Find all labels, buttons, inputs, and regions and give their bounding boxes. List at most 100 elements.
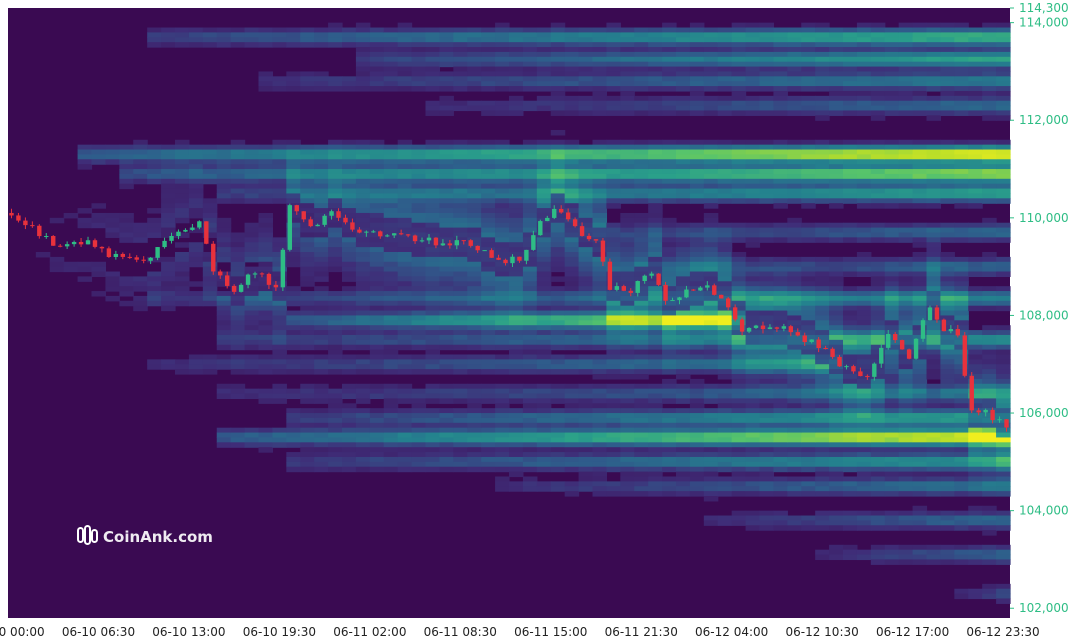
heatmap-cell — [328, 344, 343, 351]
heatmap-cell — [954, 456, 969, 463]
heatmap-cell — [829, 164, 844, 170]
heatmap-cell — [662, 271, 677, 277]
heatmap-cell — [592, 198, 608, 204]
heatmap-cell — [843, 81, 858, 87]
heatmap-cell — [300, 281, 315, 287]
heatmap-cell — [717, 232, 733, 238]
heatmap-cell — [801, 266, 816, 273]
heatmap-cell — [982, 305, 997, 312]
heatmap-cell — [369, 47, 385, 53]
heatmap-cell — [648, 66, 663, 73]
heatmap-cell — [912, 330, 928, 336]
heatmap-cell — [968, 227, 983, 234]
heatmap-cell — [717, 320, 733, 326]
heatmap-cell — [843, 286, 858, 292]
heatmap-layer — [35, 22, 1011, 604]
heatmap-cell — [634, 437, 649, 443]
heatmap-cell — [870, 81, 886, 87]
heatmap-cell — [606, 442, 621, 448]
heatmap-cell — [453, 261, 468, 268]
heatmap-cell — [453, 266, 468, 273]
heatmap-cell — [411, 217, 427, 224]
heatmap-cell — [342, 266, 357, 273]
heatmap-cell — [216, 193, 232, 199]
heatmap-cell — [662, 456, 677, 463]
heatmap-cell — [898, 169, 914, 175]
heatmap-cell — [954, 281, 969, 287]
heatmap-cell — [272, 286, 287, 292]
heatmap-cell — [300, 320, 315, 326]
heatmap-cell — [564, 383, 580, 390]
plot-area[interactable] — [8, 8, 1011, 618]
heatmap-cell — [578, 217, 594, 224]
heatmap-cell — [272, 198, 287, 204]
heatmap-cell — [314, 447, 329, 453]
heatmap-cell — [870, 193, 886, 199]
heatmap-cell — [940, 110, 955, 116]
heatmap-cell — [550, 237, 566, 243]
heatmap-cell — [801, 305, 816, 312]
heatmap-cell — [731, 261, 747, 268]
heatmap-cell — [940, 95, 955, 102]
heatmap-cell — [550, 481, 566, 487]
heatmap-cell — [787, 369, 802, 375]
heatmap-cell — [870, 525, 886, 531]
heatmap-cell — [884, 149, 900, 155]
heatmap-cell — [662, 105, 677, 112]
heatmap-cell — [258, 427, 274, 434]
heatmap-cell — [634, 252, 649, 258]
heatmap-cell — [439, 159, 454, 165]
heatmap-cell — [314, 286, 329, 292]
heatmap-cell — [272, 334, 287, 341]
heatmap-cell — [522, 354, 538, 360]
heatmap-cell — [467, 169, 482, 175]
heatmap-cell — [717, 261, 733, 268]
heatmap-cell — [787, 37, 802, 43]
heatmap-cell — [870, 554, 886, 561]
heatmap-cell — [982, 66, 997, 73]
heatmap-cell — [745, 417, 761, 424]
heatmap-cell — [328, 413, 343, 419]
heatmap-cell — [578, 198, 594, 204]
heatmap-cell — [773, 86, 788, 92]
heatmap-cell — [300, 188, 315, 195]
heatmap-cell — [912, 173, 928, 180]
heatmap-cell — [258, 193, 274, 199]
heatmap-cell — [745, 525, 761, 531]
heatmap-cell — [717, 374, 733, 380]
heatmap-cell — [300, 295, 315, 302]
heatmap-cell — [898, 515, 914, 521]
heatmap-cell — [982, 393, 997, 399]
heatmap-cell — [411, 330, 427, 336]
heatmap-cell — [383, 242, 399, 248]
heatmap-cell — [940, 374, 955, 380]
heatmap-cell — [522, 422, 538, 429]
heatmap-cell — [342, 154, 357, 160]
heatmap-cell — [982, 398, 997, 404]
heatmap-cell — [314, 310, 329, 317]
heatmap-cell — [731, 520, 747, 526]
heatmap-cell — [801, 466, 816, 473]
heatmap-cell — [954, 461, 969, 468]
heatmap-cell — [856, 178, 872, 185]
heatmap-cell — [314, 154, 329, 160]
heatmap-cell — [133, 159, 148, 165]
heatmap-cell — [801, 437, 816, 443]
heatmap-cell — [453, 422, 468, 429]
heatmap-cell — [467, 178, 482, 185]
heatmap-cell — [884, 237, 900, 243]
heatmap-cell — [536, 422, 552, 429]
heatmap-cell — [745, 466, 761, 473]
heatmap-cell — [634, 139, 649, 146]
heatmap-cell — [202, 144, 218, 151]
heatmap-cell — [522, 66, 538, 73]
heatmap-cell — [439, 169, 454, 175]
heatmap-cell — [216, 159, 232, 165]
heatmap-cell — [856, 42, 872, 48]
heatmap-cell — [202, 222, 218, 229]
heatmap-cell — [870, 481, 886, 487]
heatmap-cell — [467, 456, 482, 463]
heatmap-cell — [815, 476, 830, 482]
heatmap-cell — [467, 281, 482, 287]
